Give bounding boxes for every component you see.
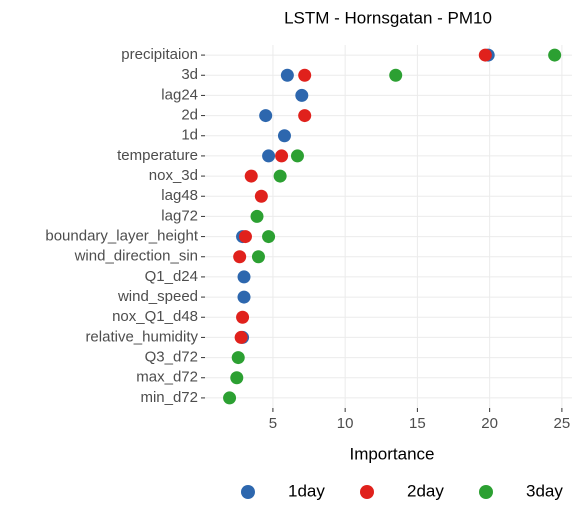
dot — [259, 109, 273, 123]
dot — [244, 169, 258, 183]
dot — [233, 250, 247, 264]
legend-marker — [360, 485, 374, 499]
y-tick-label: nox_3d — [149, 167, 198, 184]
dot — [273, 169, 287, 183]
dot — [275, 149, 289, 163]
y-tick-label: relative_humidity — [85, 328, 198, 345]
dot — [236, 310, 250, 324]
dot — [298, 109, 312, 123]
dot — [237, 270, 251, 284]
x-tick-label: 15 — [409, 415, 426, 432]
dot — [237, 290, 251, 304]
dot — [262, 149, 276, 163]
y-tick-label: wind_direction_sin — [74, 248, 198, 265]
dot — [223, 391, 237, 405]
y-tick-label: Q1_d24 — [145, 268, 198, 285]
y-tick-label: lag72 — [161, 207, 198, 224]
y-tick-label: lag48 — [161, 187, 198, 204]
x-axis-label: Importance — [349, 444, 434, 463]
dot — [230, 371, 244, 385]
x-tick-label: 10 — [337, 415, 354, 432]
dot — [251, 250, 265, 264]
y-tick-label: precipitaion — [121, 46, 198, 63]
y-tick-label: Q3_d72 — [145, 349, 198, 366]
dot — [298, 68, 312, 82]
y-tick-label: boundary_layer_height — [45, 228, 198, 245]
y-tick-label: nox_Q1_d48 — [112, 308, 198, 325]
y-tick-label: temperature — [117, 147, 198, 164]
dot — [231, 351, 245, 365]
chart-title: LSTM - Hornsgatan - PM10 — [284, 8, 492, 27]
dot — [250, 209, 264, 223]
legend-label: 1day — [288, 481, 325, 500]
legend-label: 2day — [407, 481, 444, 500]
dot — [238, 230, 252, 244]
legend-label: 3day — [526, 481, 563, 500]
dot — [548, 48, 562, 62]
dot — [277, 129, 291, 143]
dot — [280, 68, 294, 82]
legend-marker — [241, 485, 255, 499]
y-tick-label: min_d72 — [140, 389, 198, 406]
dot — [254, 189, 268, 203]
y-tick-label: max_d72 — [136, 369, 198, 386]
dot — [262, 230, 276, 244]
x-tick-label: 25 — [554, 415, 571, 432]
dot — [295, 88, 309, 102]
dot — [389, 68, 403, 82]
y-tick-label: 3d — [181, 66, 198, 83]
dot — [290, 149, 304, 163]
y-tick-label: lag24 — [161, 86, 198, 103]
legend-marker — [479, 485, 493, 499]
dot — [234, 330, 248, 344]
y-tick-label: wind_speed — [117, 288, 198, 305]
x-tick-label: 20 — [481, 415, 498, 432]
y-tick-label: 1d — [181, 127, 198, 144]
y-tick-label: 2d — [181, 107, 198, 124]
x-tick-label: 5 — [269, 415, 277, 432]
dot — [478, 48, 492, 62]
